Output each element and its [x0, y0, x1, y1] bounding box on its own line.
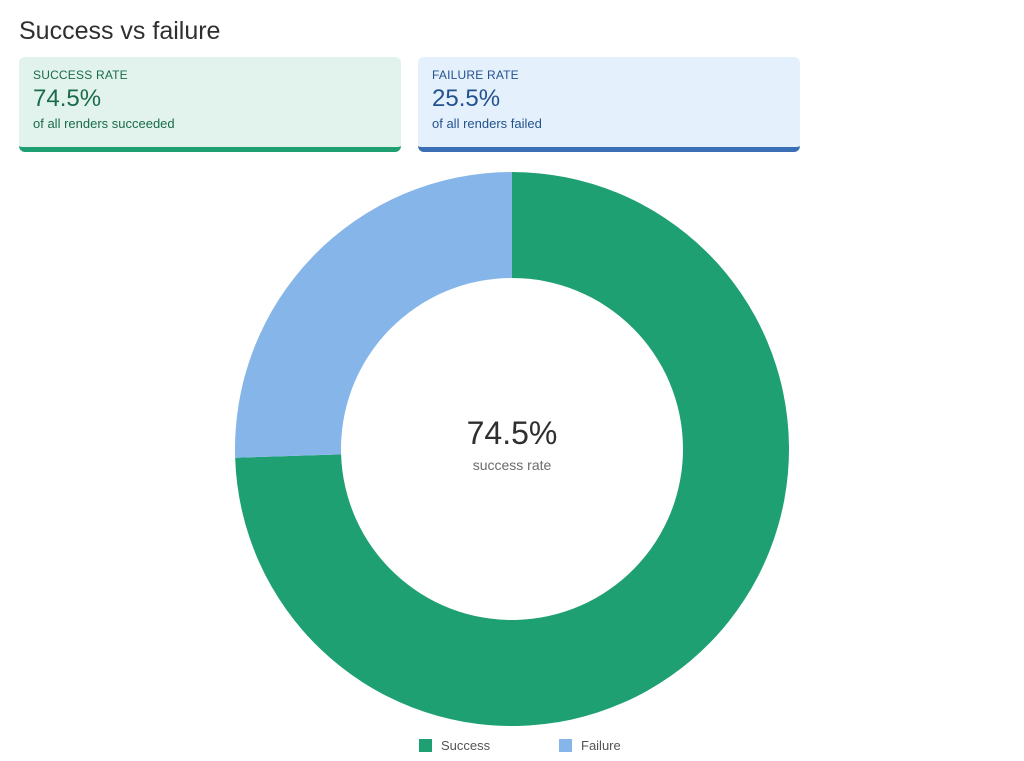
- page-title: Success vs failure: [19, 17, 221, 45]
- chart-legend: Success Failure: [0, 738, 1024, 758]
- legend-swatch-success: [419, 739, 432, 752]
- legend-item-failure[interactable]: Failure: [559, 738, 621, 753]
- success-rate-description: of all renders succeeded: [33, 116, 175, 131]
- success-rate-value: 74.5%: [33, 85, 102, 112]
- legend-label-failure: Failure: [581, 738, 621, 753]
- donut-slice-success[interactable]: [235, 172, 790, 726]
- success-rate-label: SUCCESS RATE: [33, 68, 128, 82]
- failure-rate-value: 25.5%: [432, 85, 501, 112]
- donut-center-value: 74.5%: [466, 415, 558, 451]
- success-rate-card: SUCCESS RATE 74.5% of all renders succee…: [19, 57, 401, 152]
- failure-rate-card: FAILURE RATE 25.5% of all renders failed: [418, 57, 800, 152]
- failure-rate-label: FAILURE RATE: [432, 68, 519, 82]
- donut-chart-svg: [235, 172, 790, 726]
- legend-swatch-failure: [559, 739, 572, 752]
- legend-label-success: Success: [441, 738, 491, 753]
- donut-center-caption: success rate: [472, 457, 552, 473]
- donut-slice-failure[interactable]: [235, 172, 513, 458]
- donut-chart: 74.5% success rate Success Failure: [0, 160, 1024, 761]
- failure-rate-description: of all renders failed: [432, 116, 542, 131]
- legend-item-success[interactable]: Success: [419, 738, 490, 753]
